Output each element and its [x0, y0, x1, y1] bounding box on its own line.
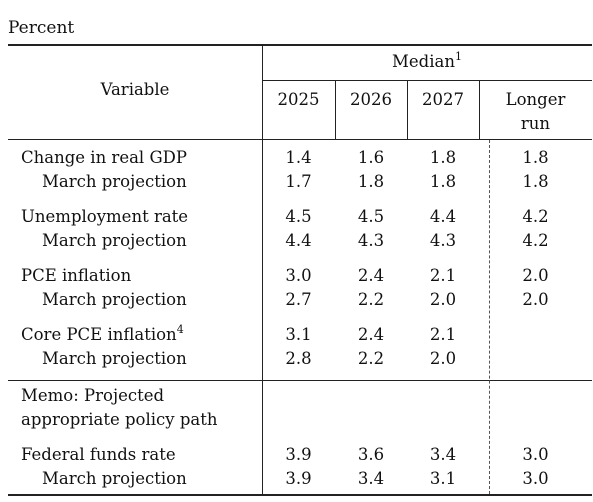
projections-table: Variable Median1 2025 2026 2027 Longer r…: [8, 44, 592, 496]
cell-pce-march-2026: 2.2: [357, 290, 385, 309]
cell-core-pce-march-2025: 2.8: [285, 349, 312, 368]
cell-fed-funds-march-2025: 3.9: [285, 469, 312, 488]
cell-pce-march-2027: 2.0: [429, 290, 457, 309]
year-divider-2: [407, 80, 408, 139]
cell-unemployment-2027: 4.4: [429, 207, 457, 226]
cell-unemployment-march-2025: 4.4: [285, 231, 312, 250]
year-header-2027: 2027: [422, 90, 464, 109]
row-label-real-gdp-march: March projection: [42, 172, 187, 191]
cell-core-pce-2026: 2.4: [357, 325, 385, 344]
year-divider-1: [335, 80, 336, 139]
cell-unemployment-2025: 4.5: [285, 207, 312, 226]
cell-unemployment-2026: 4.5: [357, 207, 385, 226]
cell-core-pce-2027: 2.1: [429, 325, 457, 344]
cell-pce-march-longer-run: 2.0: [522, 290, 549, 309]
cell-real-gdp-march-2027: 1.8: [429, 172, 457, 191]
variable-header: Variable: [100, 80, 170, 99]
core-pce-label-text: Core PCE inflation: [21, 325, 177, 344]
median-header: Median1: [262, 49, 592, 72]
cell-real-gdp-2026: 1.6: [357, 148, 385, 167]
cell-real-gdp-2025: 1.4: [285, 148, 312, 167]
median-footnote-marker: 1: [454, 49, 462, 63]
year-divider-3: [479, 80, 480, 139]
memo-rule: [8, 380, 592, 381]
cell-fed-funds-2026: 3.6: [357, 445, 385, 464]
row-label-core-pce: Core PCE inflation4: [21, 322, 184, 345]
cell-core-pce-2025: 3.1: [285, 325, 312, 344]
cell-real-gdp-2027: 1.8: [429, 148, 457, 167]
cell-real-gdp-longer-run: 1.8: [522, 148, 549, 167]
cell-unemployment-march-2027: 4.3: [429, 231, 457, 250]
median-header-text: Median: [392, 52, 455, 71]
cell-unemployment-march-2026: 4.3: [357, 231, 385, 250]
cell-real-gdp-march-2026: 1.8: [357, 172, 385, 191]
cell-pce-2026: 2.4: [357, 266, 385, 285]
median-underline: [262, 80, 592, 81]
header-rule: [8, 139, 592, 140]
row-label-unemployment: Unemployment rate: [21, 207, 189, 226]
longer-run-header-line1: Longer: [505, 90, 566, 109]
row-label-unemployment-march: March projection: [42, 231, 187, 250]
longer-run-header-line2: run: [520, 114, 551, 133]
row-label-real-gdp: Change in real GDP: [21, 148, 187, 167]
cell-core-pce-march-2027: 2.0: [429, 349, 457, 368]
row-label-pce-inflation: PCE inflation: [21, 266, 132, 285]
unit-label: Percent: [8, 18, 75, 38]
row-label-core-pce-march: March projection: [42, 349, 187, 368]
cell-pce-2025: 3.0: [285, 266, 312, 285]
cell-unemployment-march-longer-run: 4.2: [522, 231, 549, 250]
year-header-2026: 2026: [350, 90, 392, 109]
cell-fed-funds-march-2027: 3.1: [429, 469, 457, 488]
cell-fed-funds-longer-run: 3.0: [522, 445, 549, 464]
year-header-2025: 2025: [277, 90, 320, 109]
cell-pce-longer-run: 2.0: [522, 266, 549, 285]
cell-fed-funds-2025: 3.9: [285, 445, 312, 464]
cell-fed-funds-2027: 3.4: [429, 445, 457, 464]
cell-pce-march-2025: 2.7: [285, 290, 312, 309]
cell-core-pce-march-2026: 2.2: [357, 349, 385, 368]
memo-line-2: appropriate policy path: [21, 410, 218, 429]
cell-fed-funds-march-2026: 3.4: [357, 469, 385, 488]
memo-line-1: Memo: Projected: [21, 386, 165, 405]
row-label-fed-funds-march: March projection: [42, 469, 187, 488]
variable-column-divider: [262, 44, 263, 495]
longer-run-dashed-divider: [489, 140, 490, 494]
cell-real-gdp-march-longer-run: 1.8: [522, 172, 549, 191]
bottom-rule: [8, 494, 592, 496]
cell-pce-2027: 2.1: [429, 266, 457, 285]
cell-fed-funds-march-longer-run: 3.0: [522, 469, 549, 488]
row-label-federal-funds-rate: Federal funds rate: [21, 445, 176, 464]
cell-real-gdp-march-2025: 1.7: [285, 172, 312, 191]
row-label-pce-march: March projection: [42, 290, 187, 309]
top-rule: [8, 44, 592, 46]
cell-unemployment-longer-run: 4.2: [522, 207, 549, 226]
core-pce-footnote-marker: 4: [176, 322, 184, 336]
